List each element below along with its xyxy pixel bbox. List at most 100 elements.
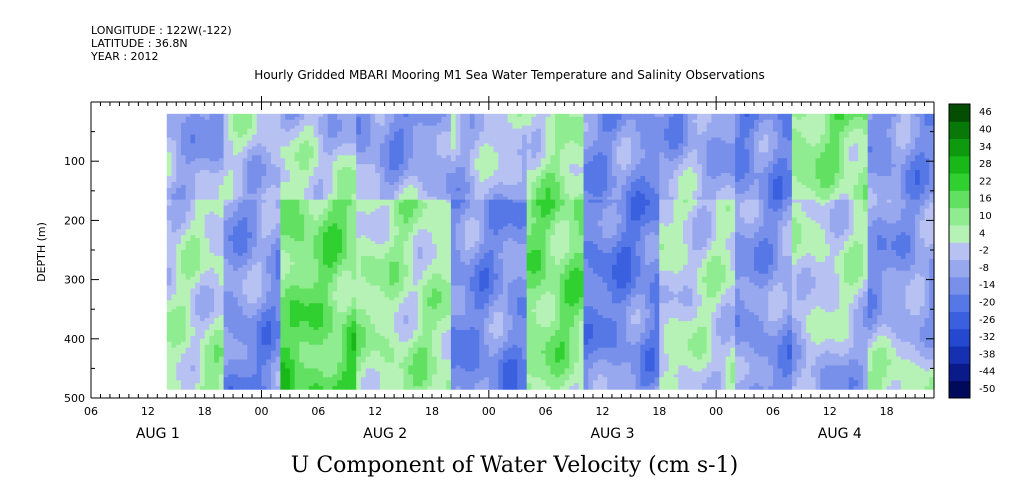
heatmap-cell	[256, 368, 263, 372]
heatmap-cell	[247, 329, 253, 334]
heatmap-cell	[176, 276, 182, 281]
heatmap-cell	[247, 116, 253, 121]
heatmap-cell	[195, 149, 201, 153]
heatmap-cell	[266, 217, 272, 221]
heatmap-cell	[223, 303, 229, 307]
heatmap-cell	[195, 374, 201, 378]
heatmap-cell	[256, 300, 263, 304]
heatmap-cell	[242, 261, 248, 266]
heatmap-cell	[204, 229, 210, 233]
heatmap-cell	[218, 137, 225, 142]
heatmap-cell	[171, 383, 177, 387]
heatmap-cell	[261, 371, 267, 375]
heatmap-cell	[180, 341, 187, 346]
heatmap-cell	[214, 386, 220, 390]
heatmap-cell	[228, 356, 234, 361]
heatmap-cell	[166, 232, 173, 236]
heatmap-cell	[266, 235, 272, 239]
heatmap-cell	[266, 255, 272, 260]
heatmap-cell	[223, 119, 229, 124]
heatmap-cell	[223, 220, 229, 224]
heatmap-cell	[247, 255, 253, 260]
heatmap-cell	[190, 158, 196, 162]
heatmap-cell	[195, 332, 201, 337]
heatmap-cell	[195, 134, 201, 139]
heatmap-cell	[171, 359, 177, 364]
heatmap-cell	[166, 347, 173, 352]
heatmap-cell	[218, 220, 225, 224]
heatmap-cell	[214, 321, 220, 325]
heatmap-cell	[237, 244, 244, 248]
heatmap-cell	[209, 365, 215, 369]
heatmap-cell	[204, 261, 210, 266]
heatmap-cell	[176, 113, 182, 118]
heatmap-cell	[223, 300, 229, 304]
heatmap-cell	[237, 131, 244, 136]
heatmap-cell	[190, 214, 196, 219]
heatmap-cell	[214, 377, 220, 381]
heatmap-cell	[166, 386, 173, 390]
heatmap-cell	[176, 140, 182, 145]
heatmap-cell	[176, 335, 182, 340]
heatmap-cell	[228, 264, 234, 269]
heatmap-cell	[256, 365, 263, 369]
heatmap-cell	[185, 211, 192, 216]
heatmap-cell	[228, 321, 234, 325]
heatmap-cell	[223, 149, 229, 153]
heatmap-cell	[204, 297, 210, 301]
heatmap-cell	[204, 143, 210, 147]
heatmap-cell	[214, 294, 220, 298]
heatmap-cell	[180, 321, 187, 325]
heatmap-cell	[180, 152, 187, 156]
heatmap-cell	[252, 113, 258, 118]
heatmap-cell	[228, 350, 234, 355]
heatmap-cell	[233, 205, 239, 210]
heatmap-cell	[166, 362, 173, 367]
heatmap-cell	[233, 306, 239, 310]
heatmap-cell	[223, 202, 229, 207]
heatmap-cell	[228, 273, 234, 278]
heatmap-cell	[256, 335, 263, 340]
heatmap-cell	[185, 261, 192, 266]
heatmap-cell	[242, 282, 248, 287]
heatmap-cell	[403, 386, 409, 390]
heatmap-cell	[256, 173, 263, 177]
heatmap-cell	[214, 261, 220, 266]
heatmap-cell	[180, 285, 187, 290]
heatmap-cell	[190, 359, 196, 364]
heatmap-cell	[233, 341, 239, 346]
heatmap-cell	[398, 386, 405, 390]
heatmap-cell	[242, 294, 248, 298]
heatmap-cell	[204, 137, 210, 142]
heatmap-cell	[252, 119, 258, 124]
heatmap-cell	[233, 152, 239, 156]
heatmap-cell	[209, 235, 215, 239]
heatmap-cell	[252, 208, 258, 213]
heatmap-cell	[218, 276, 225, 281]
heatmap-cell	[180, 131, 187, 136]
heatmap-cell	[180, 113, 187, 118]
heatmap-cell	[180, 267, 187, 272]
heatmap-cell	[247, 217, 253, 221]
heatmap-cell	[237, 273, 244, 278]
heatmap-cell	[176, 217, 182, 221]
heatmap-cell	[171, 113, 177, 118]
heatmap-cell	[223, 312, 229, 316]
heatmap-cell	[237, 324, 244, 328]
heatmap-cell	[218, 288, 225, 293]
heatmap-cell	[228, 226, 234, 230]
heatmap-cell	[256, 164, 263, 168]
heatmap-cell	[185, 140, 192, 145]
heatmap-cell	[266, 312, 272, 316]
heatmap-cell	[247, 211, 253, 216]
heatmap-cell	[195, 143, 201, 147]
heatmap-cell	[233, 279, 239, 284]
heatmap-cell	[214, 193, 220, 198]
heatmap-cell	[166, 267, 173, 272]
heatmap-cell	[214, 223, 220, 227]
heatmap-cell	[223, 383, 229, 387]
heatmap-cell	[199, 341, 206, 346]
heatmap-cell	[242, 217, 248, 221]
heatmap-cell	[209, 309, 215, 313]
heatmap-cell	[190, 291, 196, 295]
